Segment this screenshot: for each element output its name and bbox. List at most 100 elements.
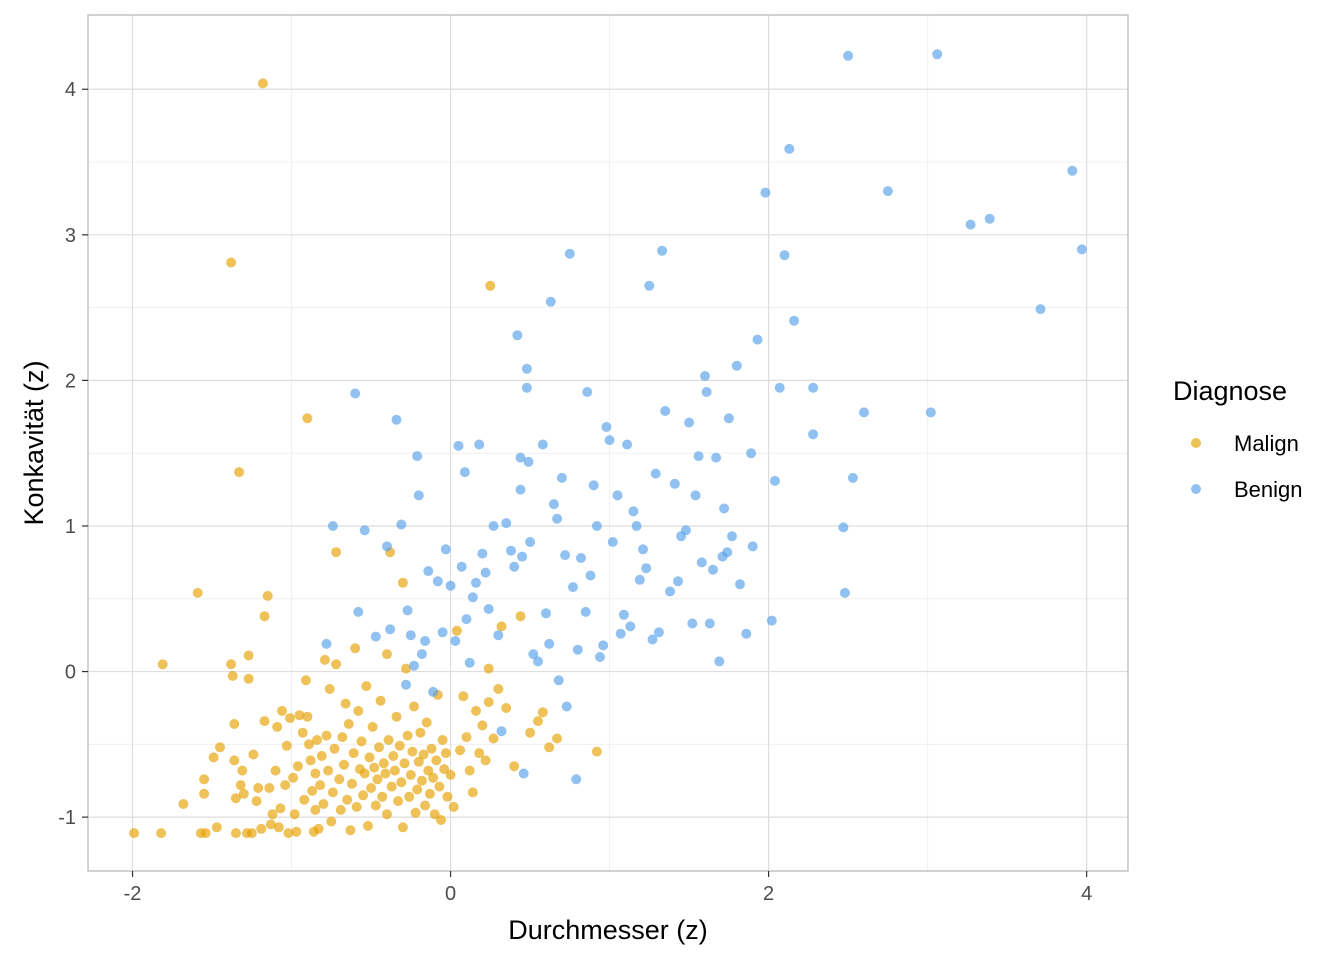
series-benign [321, 49, 1087, 785]
data-point-benign [523, 456, 534, 467]
data-point-malign [192, 587, 203, 598]
data-point-benign [541, 608, 551, 619]
data-point-benign [638, 544, 648, 555]
data-point-malign [243, 673, 254, 684]
data-point-malign [324, 684, 335, 694]
legend-items: Malign Benign [1191, 431, 1303, 502]
data-point-benign [735, 579, 745, 590]
data-point-malign [448, 801, 459, 812]
data-point-benign [450, 636, 461, 646]
data-point-benign [615, 628, 626, 639]
data-point-malign [356, 736, 367, 747]
data-point-malign [275, 803, 286, 814]
data-point-benign [416, 649, 427, 660]
data-point-malign [326, 816, 337, 827]
data-point-benign [571, 774, 582, 785]
data-point-benign [700, 371, 710, 381]
data-point-benign [598, 640, 609, 651]
data-point-malign [342, 794, 353, 805]
data-point-benign [576, 553, 586, 563]
legend-item-benign: Benign [1191, 477, 1303, 502]
data-point-benign [711, 452, 722, 463]
data-point-benign [350, 388, 361, 399]
data-point-benign [359, 525, 370, 536]
data-point-malign [277, 705, 287, 716]
legend-label: Malign [1234, 431, 1299, 456]
data-point-benign [548, 499, 559, 510]
data-point-malign [440, 748, 451, 759]
data-point-malign [416, 775, 427, 786]
data-point-malign [367, 721, 378, 732]
data-point-benign [622, 439, 633, 450]
data-point-malign [316, 751, 327, 761]
data-point-malign [235, 780, 246, 791]
data-point-malign [319, 654, 330, 665]
data-point-benign [731, 360, 742, 371]
data-point-malign [292, 761, 303, 772]
data-point-malign [382, 649, 392, 660]
data-point-malign [418, 749, 429, 760]
data-point-malign [451, 625, 462, 636]
data-point-malign [393, 796, 404, 807]
data-point-benign [965, 219, 976, 230]
legend-item-malign: Malign [1191, 431, 1299, 456]
data-point-benign [690, 490, 701, 501]
data-point-malign [369, 762, 380, 773]
data-point-malign [389, 765, 400, 776]
data-point-malign [426, 743, 437, 754]
data-point-malign [477, 720, 488, 731]
data-point-benign [766, 615, 777, 626]
data-point-malign [434, 781, 445, 792]
data-point-benign [477, 548, 488, 559]
data-point-benign [428, 686, 439, 697]
data-point-malign [409, 701, 419, 712]
data-point-benign [770, 475, 780, 486]
data-point-malign [299, 794, 310, 805]
data-point-benign [409, 660, 419, 671]
data-point-benign [719, 503, 730, 514]
data-point-benign [552, 513, 563, 524]
data-point-benign [701, 387, 712, 397]
data-point-malign [199, 788, 210, 799]
data-point-benign [696, 557, 707, 568]
data-point-malign [211, 822, 222, 833]
data-point-malign [442, 791, 453, 802]
data-point-malign [405, 769, 416, 780]
data-point-benign [413, 490, 424, 501]
data-point-malign [237, 765, 248, 776]
data-point-malign [265, 819, 276, 830]
data-point-malign [361, 681, 372, 692]
data-point-malign [300, 675, 311, 686]
data-point-benign [327, 521, 338, 531]
data-point-malign [410, 807, 421, 818]
data-point-benign [687, 618, 698, 629]
data-point-malign [501, 703, 512, 713]
data-point-benign [391, 414, 402, 425]
x-tick-label: 4 [1081, 883, 1092, 905]
data-point-benign [808, 382, 819, 393]
data-point-benign [653, 627, 664, 638]
data-point-malign [229, 755, 240, 766]
data-point-benign [432, 576, 443, 587]
data-point-benign [464, 657, 475, 668]
data-point-benign [665, 586, 675, 597]
data-point-benign [673, 576, 683, 587]
data-point-benign [525, 537, 536, 547]
data-point-malign [421, 717, 432, 728]
data-point-benign [585, 570, 596, 581]
data-point-benign [727, 531, 737, 542]
data-point-malign [339, 759, 349, 770]
data-point-benign [1076, 244, 1087, 255]
data-point-benign [440, 544, 451, 555]
data-point-malign [226, 257, 237, 268]
x-tick-label: 2 [763, 883, 774, 905]
data-point-benign [467, 592, 478, 603]
data-point-malign [380, 768, 391, 779]
data-point-malign [382, 809, 392, 820]
data-point-benign [483, 604, 494, 614]
data-point-benign [445, 580, 456, 591]
data-point-malign [321, 730, 332, 741]
data-point-malign [423, 765, 434, 776]
